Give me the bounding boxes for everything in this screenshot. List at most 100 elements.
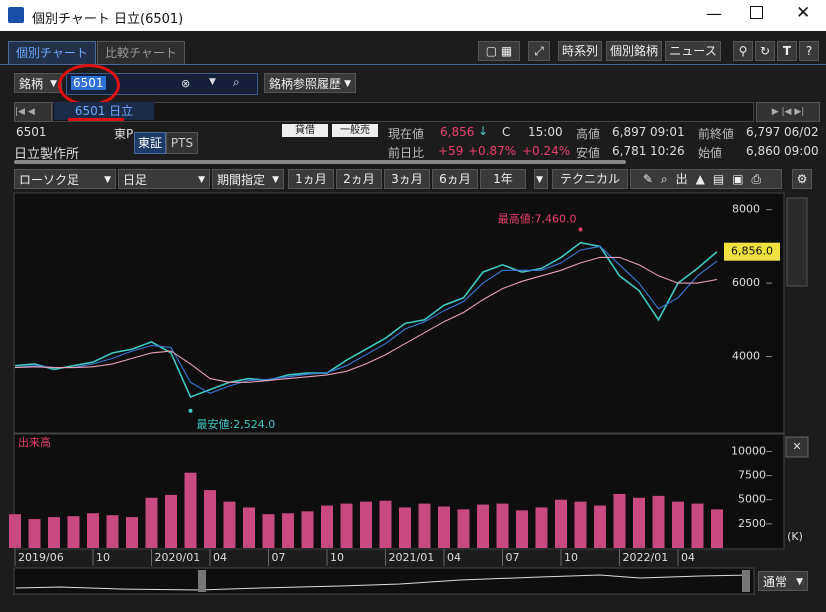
extreme-marker bbox=[188, 408, 193, 413]
quote-arrow: ↓ bbox=[478, 124, 489, 138]
x-tick-label: 07 bbox=[506, 551, 520, 564]
app-icon bbox=[8, 7, 24, 23]
volume-bar bbox=[535, 507, 548, 548]
nav-buttons[interactable]: |◀ ◀ bbox=[14, 102, 52, 122]
quote-value: 6,897 bbox=[612, 125, 647, 139]
x-tick-label: 07 bbox=[272, 551, 286, 564]
highlight-underline bbox=[68, 118, 124, 121]
period-button[interactable]: 1ヵ月 bbox=[288, 169, 334, 189]
volume-bar bbox=[594, 505, 606, 548]
volume-bar bbox=[184, 472, 197, 548]
volume-bar bbox=[652, 495, 665, 548]
refresh-button[interactable]: ↻ bbox=[755, 41, 775, 61]
volume-title: 出来高 bbox=[18, 435, 51, 449]
volume-bar bbox=[496, 503, 509, 548]
badge: 貸借 bbox=[282, 124, 328, 137]
layout-button[interactable]: ▢ ▦ bbox=[478, 41, 520, 61]
nav-buttons[interactable]: ▶ |◀ ▶| bbox=[756, 102, 820, 122]
chart-type-dropdown[interactable]: ローソク足 bbox=[14, 169, 116, 190]
volume-bar bbox=[574, 501, 587, 548]
volume-bar bbox=[613, 493, 626, 548]
quote-pct: +0.87% bbox=[468, 144, 517, 158]
settings-button[interactable]: ⚙ bbox=[792, 169, 812, 189]
quote-value: 6,781 bbox=[612, 144, 647, 158]
navigator-mode-dropdown[interactable]: 通常 bbox=[758, 571, 808, 592]
volume-bar bbox=[145, 497, 158, 548]
quote-value: 6,856 bbox=[440, 125, 475, 139]
volume-bar bbox=[516, 510, 528, 548]
stock-tab[interactable]: 6501 日立 bbox=[54, 102, 154, 120]
quote-label: 前終値 bbox=[698, 127, 735, 141]
period-button[interactable]: 2ヵ月 bbox=[336, 169, 382, 189]
volume-bar bbox=[204, 490, 216, 548]
annotation: 最高値:7,460.0 bbox=[498, 212, 577, 226]
navigator[interactable] bbox=[13, 567, 755, 595]
side-tools[interactable] bbox=[786, 197, 808, 287]
minimize-button[interactable]: — bbox=[706, 4, 722, 23]
last-price-box bbox=[724, 242, 780, 261]
clear-button[interactable]: ⊗ bbox=[181, 77, 191, 90]
volume-bar bbox=[457, 509, 470, 548]
expand-button[interactable]: ⤢ bbox=[528, 41, 550, 61]
symbol-type-dropdown[interactable]: 銘柄 bbox=[14, 73, 62, 94]
exchange-button[interactable]: 東証 bbox=[134, 132, 166, 154]
badge: 一般売 bbox=[332, 124, 378, 137]
maximize-button[interactable] bbox=[750, 6, 763, 19]
volume-bar bbox=[399, 507, 411, 548]
x-tick-label: 2021/01 bbox=[389, 551, 435, 564]
exchange-button[interactable]: PTS bbox=[166, 132, 198, 154]
volume-bar bbox=[87, 513, 99, 548]
navigator-handle[interactable] bbox=[742, 570, 750, 592]
close-panel-button[interactable] bbox=[785, 436, 809, 458]
history-dropdown[interactable]: 銘柄参照履歴 bbox=[264, 73, 356, 94]
quote-label: 高値 bbox=[576, 127, 601, 141]
period-button[interactable]: 3ヵ月 bbox=[384, 169, 430, 189]
x-tick-label: 2019/06 bbox=[18, 551, 64, 564]
last-price-label: 6,856.0 bbox=[731, 245, 773, 258]
quote-date: 06/02 bbox=[784, 125, 819, 139]
dropdown-button[interactable]: ▼ bbox=[209, 77, 216, 87]
range-dropdown[interactable]: 期間指定 bbox=[212, 169, 284, 190]
quote-flag: C bbox=[502, 125, 511, 139]
link-button[interactable]: ⚲ bbox=[733, 41, 753, 61]
extreme-marker bbox=[578, 227, 583, 232]
volume-bar bbox=[438, 506, 450, 548]
tool-buttons[interactable]: ✎⌕出▲▤▣⎙ bbox=[630, 169, 782, 189]
text-button[interactable]: T bbox=[777, 41, 797, 61]
quote-market: 東P bbox=[114, 127, 134, 141]
period-button[interactable]: 6ヵ月 bbox=[432, 169, 478, 189]
tab-active[interactable]: 個別チャート bbox=[8, 41, 96, 65]
y-tick-label: 2500 bbox=[738, 517, 766, 530]
quote-time: 09:01 bbox=[650, 125, 685, 139]
volume-bar bbox=[282, 513, 294, 548]
close-button[interactable]: ✕ bbox=[796, 3, 811, 23]
y-tick-label: 7500 bbox=[738, 469, 766, 482]
quote-pct: +0.24% bbox=[522, 144, 571, 158]
technical-button[interactable]: テクニカル bbox=[552, 169, 628, 189]
x-tick-label: 04 bbox=[213, 551, 227, 564]
search-button[interactable]: ⌕ bbox=[233, 75, 240, 89]
toolbar-button[interactable]: 時系列 bbox=[558, 41, 602, 61]
volume-bar bbox=[67, 516, 80, 548]
volume-bar bbox=[691, 503, 704, 548]
volume-bar bbox=[301, 511, 314, 548]
volume-bar bbox=[126, 517, 138, 548]
period-dropdown[interactable] bbox=[534, 169, 548, 190]
interval-dropdown[interactable]: 日足 bbox=[118, 169, 210, 190]
quote-name: 日立製作所 bbox=[14, 147, 80, 162]
volume-bar bbox=[555, 499, 567, 548]
scrollbar[interactable] bbox=[14, 160, 626, 164]
volume-bar bbox=[379, 500, 392, 548]
quote-time: 15:00 bbox=[528, 125, 563, 139]
navigator-handle[interactable] bbox=[198, 570, 206, 592]
price-panel bbox=[13, 192, 785, 434]
x-tick-label: 04 bbox=[447, 551, 461, 564]
period-button[interactable]: 1年 bbox=[480, 169, 526, 189]
quote-label: 前日比 bbox=[388, 146, 425, 160]
toolbar-button[interactable]: ニュース bbox=[665, 41, 721, 61]
toolbar-button[interactable]: 個別銘柄 bbox=[606, 41, 662, 61]
title-bar: 個別チャート 日立(6501) — ✕ bbox=[0, 0, 826, 31]
tab[interactable]: 比較チャート bbox=[97, 41, 185, 65]
help-button[interactable]: ? bbox=[799, 41, 819, 61]
